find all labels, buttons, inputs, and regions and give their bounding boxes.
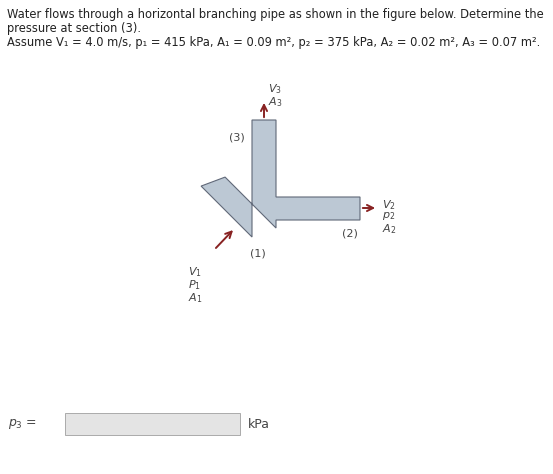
Text: (3): (3) xyxy=(229,133,245,143)
Text: Water flows through a horizontal branching pipe as shown in the figure below. De: Water flows through a horizontal branchi… xyxy=(7,8,544,21)
Text: $A_3$: $A_3$ xyxy=(268,95,283,109)
Bar xyxy=(65,413,240,435)
Text: $p_3$ =: $p_3$ = xyxy=(8,417,37,431)
Text: $V_2$: $V_2$ xyxy=(382,198,396,212)
Text: $V_1$: $V_1$ xyxy=(188,265,202,279)
Text: (1): (1) xyxy=(250,249,266,259)
Text: kPa: kPa xyxy=(248,418,270,430)
Text: $P_1$: $P_1$ xyxy=(188,278,201,292)
Polygon shape xyxy=(201,120,360,237)
Text: $A_1$: $A_1$ xyxy=(188,291,202,305)
Text: pressure at section (3).: pressure at section (3). xyxy=(7,22,141,35)
Text: $A_2$: $A_2$ xyxy=(382,222,397,236)
Text: (2): (2) xyxy=(342,228,358,238)
Text: $V_3$: $V_3$ xyxy=(268,82,282,96)
Text: $p_2$: $p_2$ xyxy=(382,210,395,222)
Text: Assume V₁ = 4.0 m/s, p₁ = 415 kPa, A₁ = 0.09 m², p₂ = 375 kPa, A₂ = 0.02 m², A₃ : Assume V₁ = 4.0 m/s, p₁ = 415 kPa, A₁ = … xyxy=(7,36,540,49)
